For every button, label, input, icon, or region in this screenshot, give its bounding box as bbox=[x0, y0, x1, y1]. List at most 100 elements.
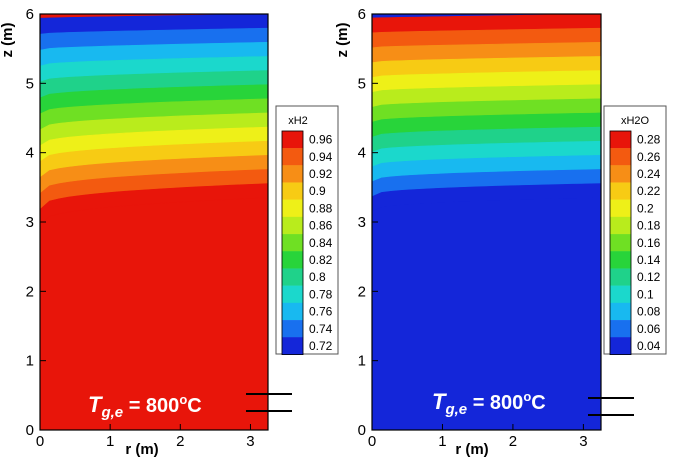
xh2-axes: 0 1 2 3 0 1 2 3 4 5 6 bbox=[26, 6, 269, 450]
xh2o-legend-swatch bbox=[609, 320, 632, 338]
xh2o-xlabel: r (m) bbox=[455, 441, 488, 458]
xh2-legend-label: 0.76 bbox=[309, 305, 333, 319]
xh2-y-tick-label: 0 bbox=[26, 422, 34, 439]
xh2-legend: xH2 0.96 0.94 0.92 0.9 0.88 0.86 0.84 0.82 0.8 0.… bbox=[275, 105, 339, 356]
xh2o-y-tick-label: 1 bbox=[358, 353, 366, 370]
xh2-anno-equals: = 800 bbox=[123, 395, 179, 417]
xh2o-y-tick-label: 4 bbox=[358, 145, 366, 162]
xh2-legend-label: 0.88 bbox=[309, 201, 333, 215]
xh2-y-tick-label: 2 bbox=[26, 283, 34, 300]
xh2o-legend-label: 0.12 bbox=[637, 270, 661, 284]
xh2o-anno-superscript: o bbox=[523, 389, 531, 404]
xh2o-anno-equals: = 800 bbox=[467, 392, 523, 414]
xh2-legend-swatch bbox=[281, 199, 304, 218]
xh2-legend-label: 0.94 bbox=[309, 150, 333, 164]
xh2o-legend: xH2O 0.28 0.26 0.24 0.22 0.2 0.18 0.16 0.14 0.12… bbox=[603, 105, 667, 356]
xh2-anno-subscript: g,e bbox=[100, 404, 123, 421]
xh2o-anno-unit: C bbox=[531, 392, 545, 414]
xh2o-legend-swatch bbox=[609, 268, 632, 286]
xh2o-legend-colorbar-outline bbox=[609, 130, 632, 356]
xh2-x-tick-label: 3 bbox=[246, 433, 254, 450]
xh2o-legend-swatch bbox=[609, 216, 632, 235]
xh2-legend-colorbar-outline bbox=[281, 130, 304, 356]
xh2-legend-swatch bbox=[281, 182, 304, 200]
xh2-temperature-annotation: Tg,e = 800oC bbox=[88, 392, 292, 421]
xh2-legend-swatch bbox=[281, 251, 304, 269]
xh2-legend-swatch bbox=[281, 216, 304, 235]
xh2o-legend-label: 0.24 bbox=[637, 167, 661, 181]
xh2-legend-swatch bbox=[281, 165, 304, 183]
xh2o-contour-plot bbox=[371, 13, 602, 430]
xh2o-legend-label: 0.06 bbox=[637, 322, 661, 336]
xh2-legend-label: 0.8 bbox=[309, 270, 326, 284]
xh2-legend-label: 0.82 bbox=[309, 253, 333, 267]
xh2-legend-swatch bbox=[281, 302, 304, 321]
xh2-legend-label: 0.84 bbox=[309, 236, 333, 250]
xh2o-y-tick-label: 5 bbox=[358, 75, 366, 92]
xh2o-y-tick-label: 3 bbox=[358, 214, 366, 231]
xh2o-legend-label: 0.16 bbox=[637, 236, 661, 250]
xh2-legend-swatch bbox=[281, 234, 304, 252]
xh2-xlabel: r (m) bbox=[125, 441, 158, 458]
svg-text:Tg,e = 800oC: Tg,e = 800oC bbox=[432, 389, 546, 418]
xh2o-axes: 0 1 2 3 0 1 2 3 4 5 6 bbox=[358, 6, 602, 450]
xh2-legend-label: 0.72 bbox=[309, 339, 333, 353]
xh2o-y-tick-label: 2 bbox=[358, 283, 366, 300]
xh2o-legend-swatch bbox=[609, 285, 632, 304]
xh2o-anno-symbol: T bbox=[432, 389, 447, 414]
xh2-anno-symbol: T bbox=[88, 392, 103, 417]
xh2o-legend-label: 0.22 bbox=[637, 184, 661, 198]
xh2o-legend-label: 0.2 bbox=[637, 201, 654, 215]
xh2-legend-label: 0.92 bbox=[309, 167, 333, 181]
xh2-legend-label: 0.86 bbox=[309, 219, 333, 233]
xh2o-legend-swatch bbox=[609, 251, 632, 269]
xh2-y-tick-label: 1 bbox=[26, 353, 34, 370]
xh2-anno-superscript: o bbox=[179, 392, 187, 407]
xh2o-legend-swatch bbox=[609, 199, 632, 218]
xh2-legend-swatch bbox=[281, 130, 304, 149]
xh2o-panel: 0 1 2 3 0 1 2 3 4 5 6 r (m) z (m) xH2O 0.28 0.26 0.2… bbox=[334, 6, 667, 458]
xh2o-legend-label: 0.1 bbox=[637, 287, 654, 301]
xh2-legend-label: 0.78 bbox=[309, 287, 333, 301]
xh2-y-tick-label: 6 bbox=[26, 6, 34, 23]
xh2-legend-swatch bbox=[281, 148, 304, 166]
xh2o-y-tick-label: 6 bbox=[358, 6, 366, 23]
xh2o-x-tick-label: 0 bbox=[368, 433, 376, 450]
xh2o-x-tick-label: 1 bbox=[438, 433, 446, 450]
xh2-legend-title: xH2 bbox=[288, 115, 308, 127]
xh2o-legend-label: 0.04 bbox=[637, 339, 661, 353]
xh2o-legend-swatch bbox=[609, 302, 632, 321]
xh2-legend-swatch bbox=[281, 320, 304, 338]
svg-text:Tg,e = 800oC: Tg,e = 800oC bbox=[88, 392, 202, 421]
xh2-x-tick-label: 1 bbox=[106, 433, 114, 450]
xh2-legend-swatch bbox=[281, 285, 304, 304]
xh2o-legend-title: xH2O bbox=[621, 115, 650, 127]
xh2o-x-tick-label: 2 bbox=[509, 433, 517, 450]
xh2-legend-swatch bbox=[281, 268, 304, 286]
xh2-legend-swatch bbox=[281, 337, 304, 355]
xh2o-temperature-annotation: Tg,e = 800oC bbox=[432, 389, 634, 418]
xh2-panel: 0 1 2 3 0 1 2 3 4 5 6 r (m) z (m) xH2 0.96 0.94 0.92… bbox=[0, 6, 339, 458]
xh2o-legend-label: 0.28 bbox=[637, 133, 661, 147]
xh2o-legend-label: 0.26 bbox=[637, 150, 661, 164]
xh2o-legend-swatch bbox=[609, 182, 632, 200]
xh2o-legend-swatch bbox=[609, 234, 632, 252]
xh2o-legend-label: 0.18 bbox=[637, 219, 661, 233]
xh2-x-tick-label: 0 bbox=[36, 433, 44, 450]
xh2-y-tick-label: 4 bbox=[26, 145, 34, 162]
xh2o-x-tick-label: 3 bbox=[579, 433, 587, 450]
xh2-y-tick-label: 3 bbox=[26, 214, 34, 231]
xh2-y-tick-label: 5 bbox=[26, 75, 34, 92]
xh2-legend-label: 0.9 bbox=[309, 184, 326, 198]
xh2-contour-plot bbox=[39, 13, 269, 430]
xh2o-legend-label: 0.14 bbox=[637, 253, 661, 267]
xh2o-legend-swatch bbox=[609, 165, 632, 183]
xh2o-legend-swatch bbox=[609, 337, 632, 355]
xh2o-ylabel: z (m) bbox=[334, 23, 351, 58]
xh2-legend-label: 0.96 bbox=[309, 133, 333, 147]
xh2o-anno-subscript: g,e bbox=[444, 401, 467, 418]
xh2-x-tick-label: 2 bbox=[176, 433, 184, 450]
xh2o-legend-swatch bbox=[609, 130, 632, 149]
xh2-anno-unit: C bbox=[187, 395, 201, 417]
